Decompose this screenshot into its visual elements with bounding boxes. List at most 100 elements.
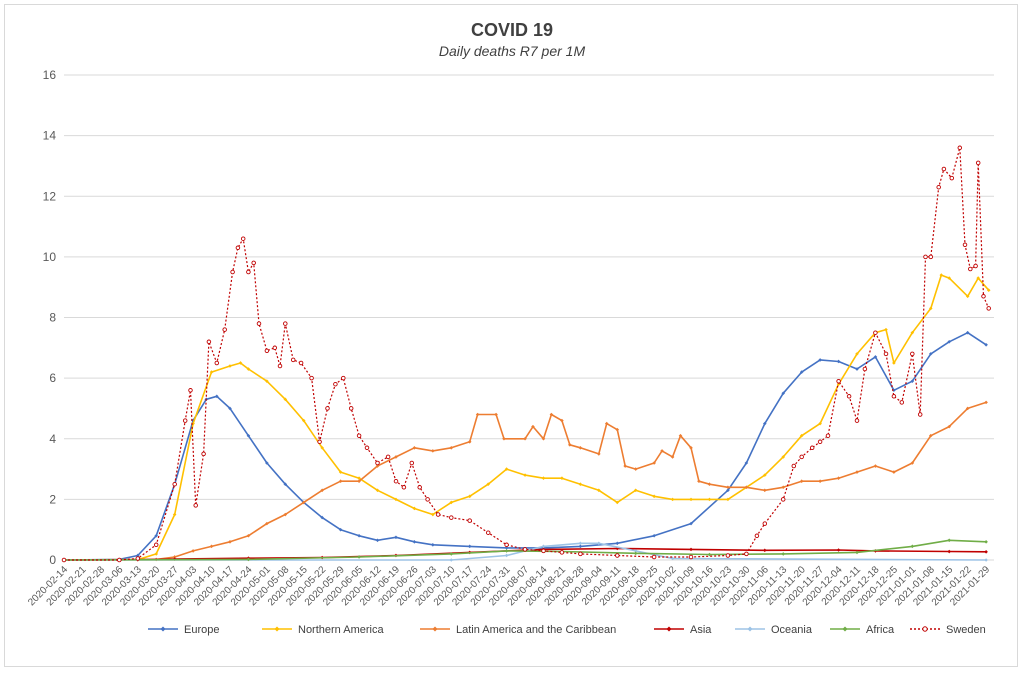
- data-point: [467, 544, 472, 549]
- legend-marker: [432, 626, 438, 632]
- data-point: [333, 381, 338, 387]
- data-point: [825, 433, 831, 438]
- data-point: [357, 555, 361, 559]
- data-point: [799, 433, 804, 438]
- data-point: [928, 433, 933, 438]
- data-point: [341, 375, 346, 381]
- data-point: [504, 542, 509, 548]
- data-point: [984, 540, 988, 544]
- data-point: [910, 544, 915, 549]
- data-point: [917, 412, 923, 417]
- data-point: [222, 327, 227, 332]
- data-point: [235, 245, 241, 251]
- data-point: [744, 461, 749, 465]
- data-point: [348, 406, 354, 411]
- data-point: [928, 254, 934, 260]
- data-point: [246, 557, 251, 562]
- legend-label: Europe: [184, 624, 219, 636]
- data-point: [975, 160, 981, 166]
- data-point: [214, 360, 220, 366]
- data-point: [298, 360, 304, 366]
- data-point: [962, 242, 968, 248]
- data-point: [891, 394, 897, 399]
- data-point: [689, 547, 693, 552]
- data-point: [317, 439, 322, 445]
- data-point: [394, 455, 398, 459]
- data-point: [215, 394, 219, 399]
- data-point: [559, 550, 565, 555]
- data-point: [425, 497, 430, 502]
- data-point: [246, 433, 251, 438]
- data-point: [251, 260, 256, 266]
- data-point: [338, 479, 343, 483]
- y-tick-label: 0: [49, 553, 56, 567]
- data-point: [135, 556, 141, 561]
- data-point: [191, 549, 195, 553]
- data-point: [325, 406, 330, 411]
- data-point: [670, 497, 675, 502]
- data-point: [238, 361, 243, 365]
- data-point: [504, 549, 509, 553]
- data-point: [338, 527, 343, 532]
- y-tick-label: 2: [49, 492, 56, 506]
- data-point: [984, 400, 988, 405]
- legend-marker: [666, 626, 672, 632]
- data-point: [726, 497, 730, 502]
- data-point: [818, 358, 822, 362]
- series-line-latin-america-and-the-caribbean: [63, 401, 987, 561]
- data-point: [475, 412, 480, 417]
- data-point: [597, 452, 601, 456]
- data-point: [522, 547, 528, 552]
- data-point: [910, 379, 915, 383]
- data-point: [986, 288, 991, 293]
- data-point: [781, 552, 786, 556]
- data-point: [301, 500, 306, 505]
- data-point: [726, 485, 730, 490]
- data-point: [228, 406, 232, 411]
- data-point: [504, 553, 509, 558]
- data-point: [375, 488, 380, 493]
- data-point: [947, 276, 952, 280]
- data-point: [320, 515, 324, 520]
- data-point: [604, 421, 609, 426]
- data-point: [172, 555, 177, 559]
- data-point: [817, 439, 823, 445]
- data-point: [873, 355, 878, 359]
- data-point: [928, 352, 933, 356]
- data-point: [578, 482, 583, 487]
- legend-item-africa: Africa: [830, 624, 895, 636]
- data-point: [191, 421, 195, 426]
- data-point: [597, 488, 601, 493]
- legend: Europe Northern America Latin America and …: [148, 624, 986, 636]
- data-point: [385, 454, 391, 460]
- data-point: [283, 397, 288, 402]
- data-point: [836, 548, 841, 552]
- y-tick-label: 4: [49, 432, 56, 446]
- data-point: [660, 449, 664, 453]
- data-point: [781, 485, 786, 490]
- legend-marker: [274, 626, 280, 632]
- data-point: [578, 446, 583, 450]
- data-point: [394, 535, 398, 540]
- data-point: [246, 533, 251, 538]
- data-point: [981, 294, 986, 299]
- data-point: [873, 464, 878, 468]
- data-point: [973, 263, 978, 269]
- data-point: [541, 436, 546, 441]
- legend-marker: [160, 626, 166, 632]
- data-point: [791, 463, 797, 469]
- data-point: [836, 378, 841, 384]
- data-point: [923, 254, 928, 260]
- data-point: [357, 533, 361, 538]
- data-point: [393, 478, 399, 484]
- data-point: [678, 433, 683, 438]
- data-point: [449, 500, 454, 505]
- legend-item-northern-america: Northern America: [262, 624, 384, 636]
- series-latin-america-and-the-caribbean: [62, 400, 988, 562]
- data-point: [502, 436, 506, 441]
- data-point: [309, 375, 314, 381]
- data-point: [504, 546, 509, 550]
- data-point: [206, 339, 212, 345]
- data-point: [228, 364, 232, 368]
- data-point: [338, 470, 343, 474]
